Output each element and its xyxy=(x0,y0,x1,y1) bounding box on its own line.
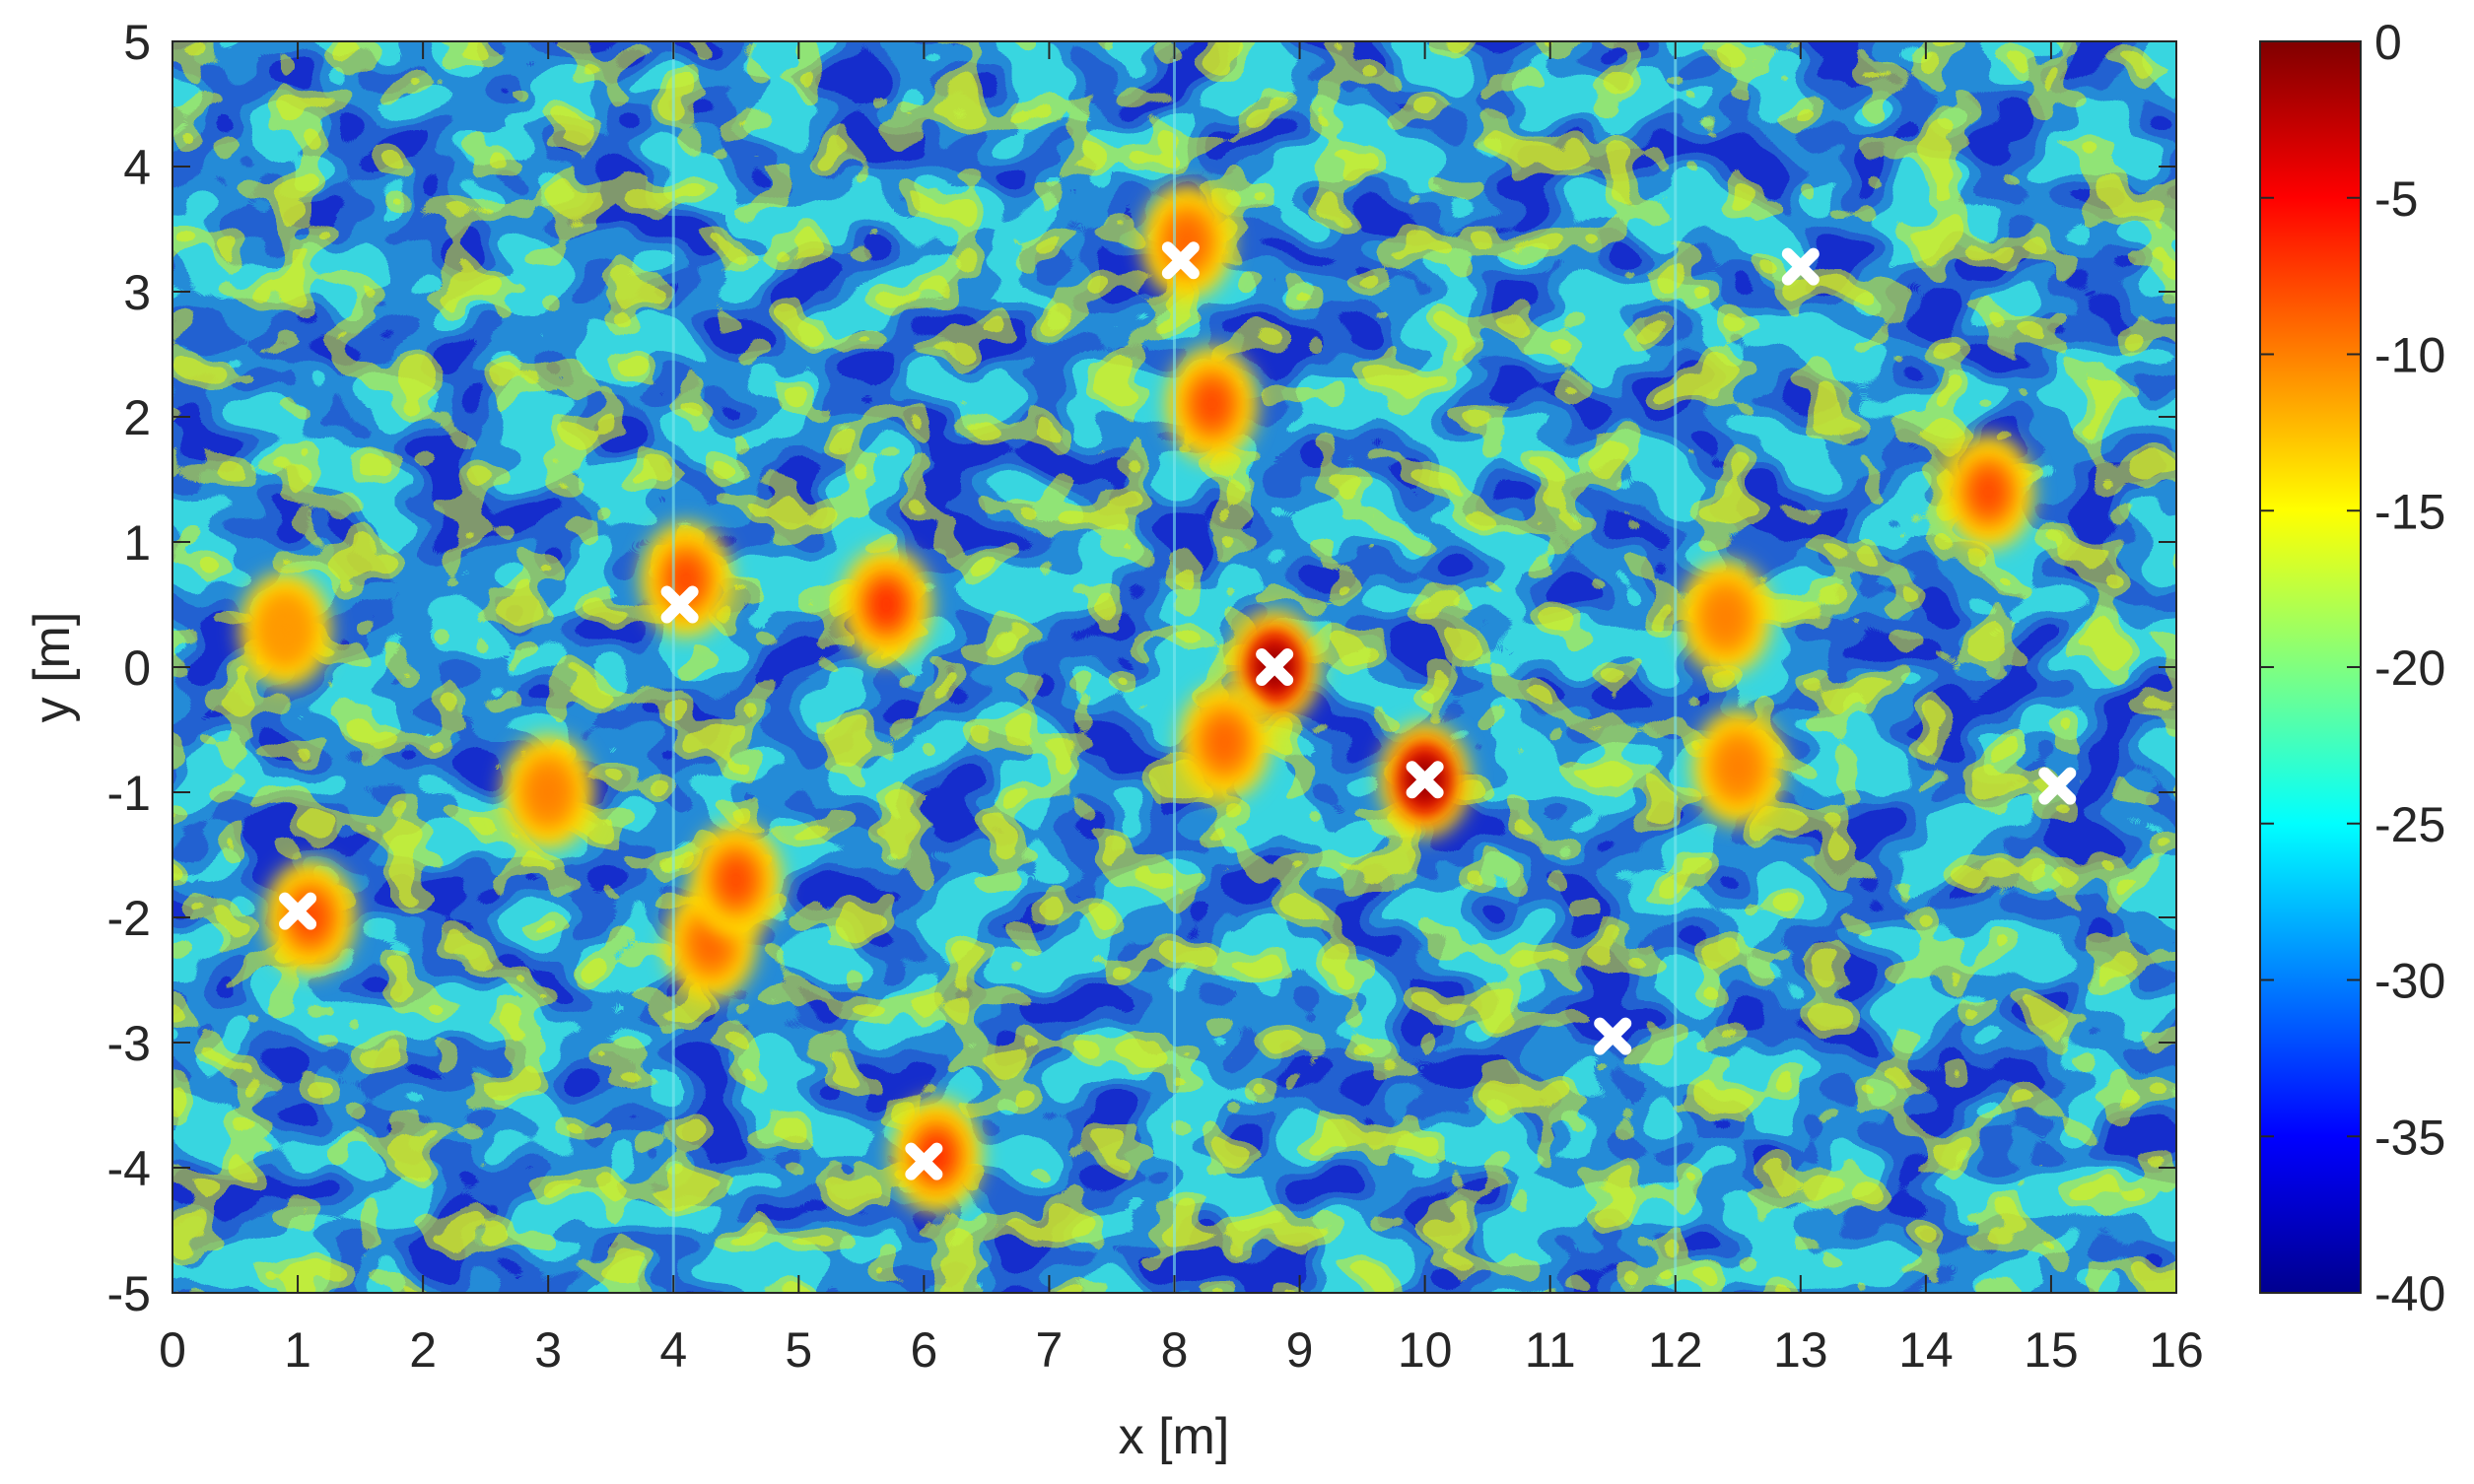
x-tick-label: 1 xyxy=(284,1322,311,1378)
colorbar-tick-label: -25 xyxy=(2374,797,2445,852)
x-tick-label: 8 xyxy=(1161,1322,1189,1378)
colorbar-tick-label: -30 xyxy=(2374,954,2445,1009)
marker-x xyxy=(1781,247,1820,286)
marker-x xyxy=(905,1142,943,1180)
colorbar-ticks: 0 -5 -10 -15 -20 -25 -30 -35 -40 xyxy=(2260,15,2445,1321)
x-tick-label: 16 xyxy=(2149,1322,2204,1378)
hotspot xyxy=(1692,709,1784,825)
hotspot xyxy=(1166,347,1258,462)
marker-x xyxy=(1161,241,1200,280)
colorbar-tick-label: -15 xyxy=(2374,484,2445,539)
x-tick-label: 4 xyxy=(659,1322,687,1378)
hotspot xyxy=(891,1098,983,1213)
x-axis-label: x [m] xyxy=(1119,1408,1230,1465)
marker-x xyxy=(660,585,699,624)
colorbar-tick-label: -5 xyxy=(2374,171,2418,227)
y-tick-label: 2 xyxy=(123,390,151,445)
y-tick-label: 0 xyxy=(123,641,151,696)
x-axis: 0 1 2 3 4 5 6 7 8 9 10 11 12 13 14 15 16 xyxy=(159,41,2204,1378)
y-axis-label: y [m] xyxy=(24,612,81,723)
hotspot xyxy=(240,572,331,687)
marker-layer xyxy=(279,241,2077,1180)
colorbar-tick-label: -10 xyxy=(2374,328,2445,383)
marker-x xyxy=(2038,767,2077,805)
hotspot xyxy=(1943,435,2034,550)
y-axis: 5 4 3 2 1 0 -1 -2 -3 -4 -5 xyxy=(107,15,2176,1321)
y-tick-label: -1 xyxy=(107,766,151,821)
marker-x xyxy=(279,892,317,930)
x-tick-label: 2 xyxy=(409,1322,437,1378)
hotspot xyxy=(1680,560,1771,675)
colorbar-tick-label: -35 xyxy=(2374,1110,2445,1165)
hotspot xyxy=(690,822,782,937)
y-tick-label: -4 xyxy=(107,1141,151,1196)
x-tick-label: 5 xyxy=(785,1322,812,1378)
x-tick-label: 3 xyxy=(534,1322,562,1378)
y-tick-label: 5 xyxy=(123,15,151,70)
y-tick-label: 4 xyxy=(123,140,151,195)
marker-x xyxy=(1594,1017,1632,1055)
x-tick-label: 7 xyxy=(1036,1322,1064,1378)
hotspot xyxy=(841,547,932,662)
x-tick-label: 12 xyxy=(1648,1322,1703,1378)
marker-x xyxy=(1406,761,1444,799)
marker-x xyxy=(1256,648,1294,686)
colorbar-tick-label: -20 xyxy=(2374,641,2445,696)
heatmap-field xyxy=(172,41,2176,1293)
x-tick-label: 14 xyxy=(1898,1322,1954,1378)
y-tick-label: -5 xyxy=(107,1266,151,1321)
x-tick-label: 15 xyxy=(2024,1322,2079,1378)
x-tick-label: 11 xyxy=(1525,1322,1576,1378)
colorbar-gradient xyxy=(2259,40,2362,1294)
colorbar: 0 -5 -10 -15 -20 -25 -30 -35 -40 xyxy=(2259,15,2445,1321)
colorbar-tick-label: -40 xyxy=(2374,1266,2445,1321)
y-tick-label: -3 xyxy=(107,1016,151,1071)
x-tick-label: 9 xyxy=(1286,1322,1314,1378)
x-tick-label: 6 xyxy=(910,1322,937,1378)
hotspot xyxy=(1141,184,1233,300)
hotspot xyxy=(1179,685,1271,800)
y-tick-label: 1 xyxy=(123,515,151,571)
x-tick-label: 10 xyxy=(1398,1322,1453,1378)
colorbar-tick-label: 0 xyxy=(2374,15,2402,70)
y-tick-label: -2 xyxy=(107,891,151,946)
y-tick-label: 3 xyxy=(123,265,151,320)
hotspot xyxy=(503,735,594,849)
x-tick-label: 0 xyxy=(159,1322,186,1378)
x-tick-label: 13 xyxy=(1773,1322,1828,1378)
hotspot xyxy=(640,522,731,638)
